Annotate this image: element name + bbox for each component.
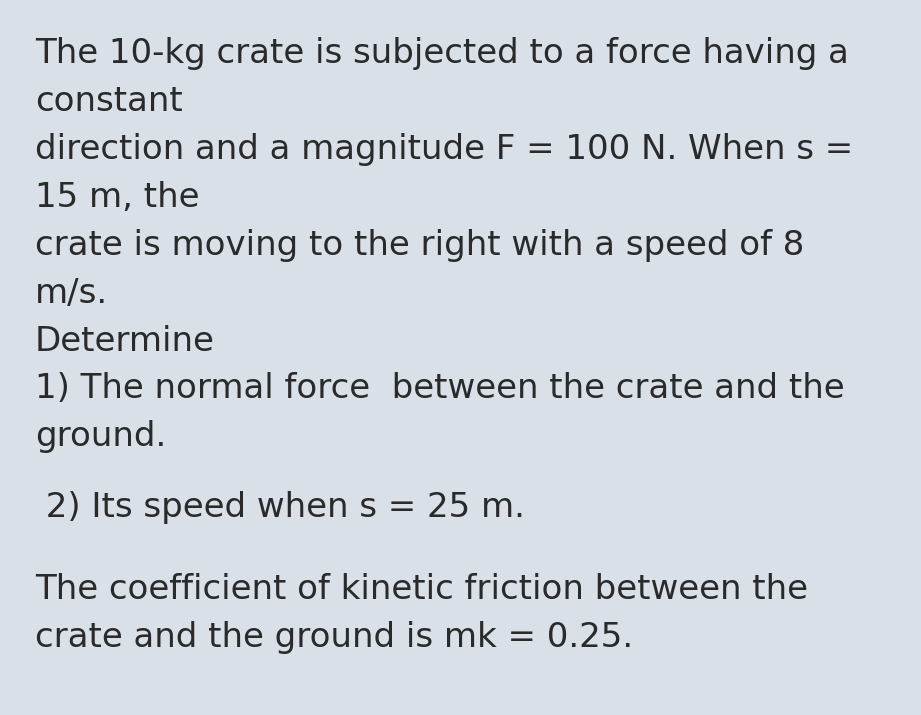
Text: 1) The normal force  between the crate and the: 1) The normal force between the crate an… <box>35 373 845 405</box>
Text: m/s.: m/s. <box>35 277 108 310</box>
Text: crate and the ground is mk = 0.25.: crate and the ground is mk = 0.25. <box>35 621 633 654</box>
Text: direction and a magnitude F = 100 N. When s =: direction and a magnitude F = 100 N. Whe… <box>35 133 853 166</box>
Text: crate is moving to the right with a speed of 8: crate is moving to the right with a spee… <box>35 229 804 262</box>
Text: ground.: ground. <box>35 420 167 453</box>
Text: The coefficient of kinetic friction between the: The coefficient of kinetic friction betw… <box>35 573 808 606</box>
Text: constant: constant <box>35 85 182 118</box>
Text: Determine: Determine <box>35 325 215 358</box>
Text: 2) Its speed when s = 25 m.: 2) Its speed when s = 25 m. <box>35 491 525 524</box>
Text: The 10-kg crate is subjected to a force having a: The 10-kg crate is subjected to a force … <box>35 37 849 70</box>
Text: 15 m, the: 15 m, the <box>35 181 200 214</box>
